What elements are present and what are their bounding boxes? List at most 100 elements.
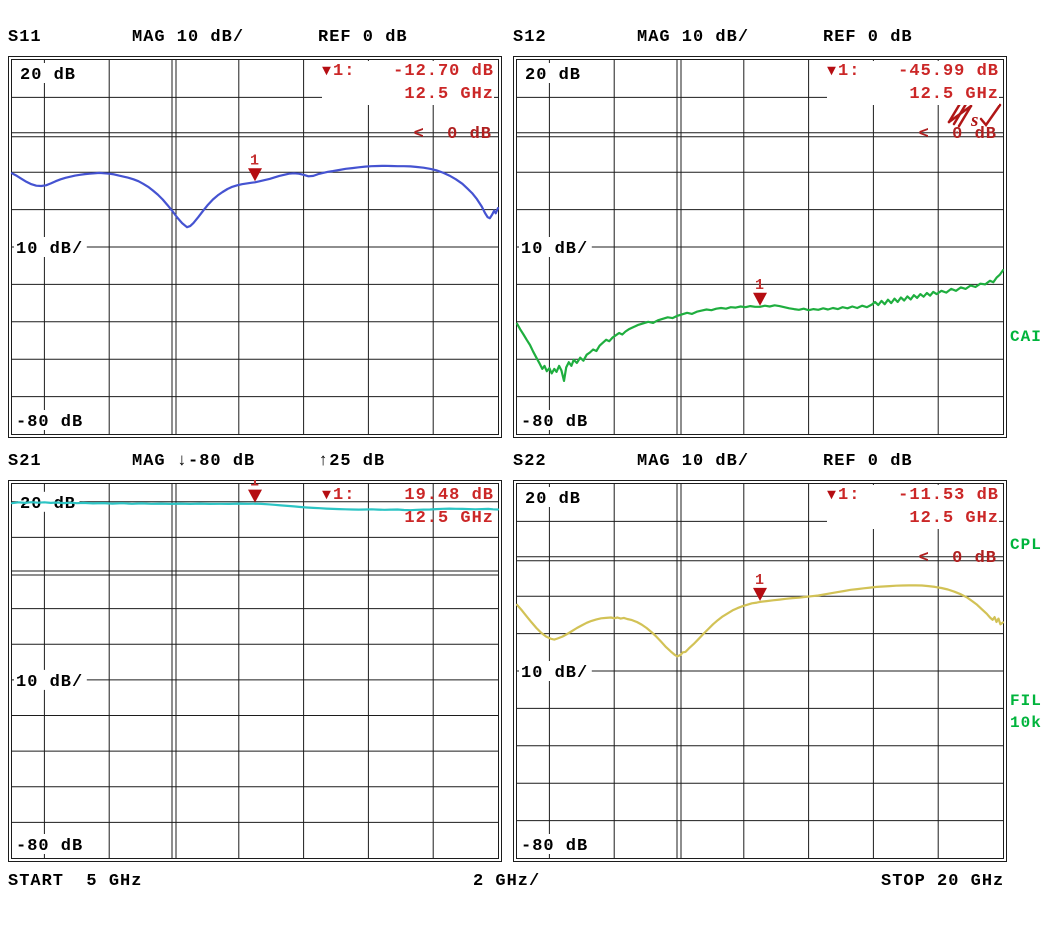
s21-marker-value: 19.48 dB: [404, 486, 494, 505]
s12-y-label-mid: 10 dB/: [519, 237, 592, 259]
marker-down-triangle-icon: ▼: [322, 487, 332, 504]
s11-marker-value: -12.70 dB: [393, 62, 494, 81]
s22-ref-label: REF 0 dB: [823, 452, 913, 471]
s22-y-label-mid: 10 dB/: [519, 661, 592, 683]
s22-plot: 20 dB 10 dB/ -80 dB 1: [513, 480, 1007, 862]
s11-y-label-mid: 10 dB/: [14, 237, 87, 259]
s22-graticule: [513, 480, 1007, 862]
s11-marker-readout-line1: ▼ 1: -12.70 dB: [322, 61, 494, 82]
s12-graticule: [513, 56, 1007, 438]
s21-ref-label: ↑25 dB: [318, 452, 386, 471]
s12-plot: 20 dB 10 dB/ -80 dB 1 s: [513, 56, 1007, 438]
s22-scale-label: MAG 10 dB/: [637, 452, 750, 471]
svg-text:1: 1: [755, 277, 764, 294]
svg-text:10 dB/: 10 dB/: [16, 673, 83, 692]
s12-y-label-bottom: -80 dB: [519, 410, 592, 432]
s21-title: S21: [8, 452, 42, 471]
svg-text:1: 1: [755, 572, 764, 589]
s22-y-label-bottom: -80 dB: [519, 834, 592, 856]
s12-channel-header: S12 MAG 10 dB/ REF 0 dB: [513, 28, 1007, 48]
s11-channel-header: S11 MAG 10 dB/ REF 0 dB: [8, 28, 502, 48]
marker-down-triangle-icon: ▼: [827, 63, 837, 80]
s11-reference-level-label: < 0 dB: [413, 124, 492, 144]
s11-marker-1: 1: [248, 152, 262, 182]
s12-marker-1: 1: [753, 277, 767, 306]
svg-text:10 dB/: 10 dB/: [16, 240, 83, 259]
s22-marker-readout-line1: ▼ 1: -11.53 dB: [827, 485, 999, 506]
s12-marker-readout: ▼ 1: -45.99 dB 12.5 GHz: [827, 61, 999, 105]
svg-text:-80 dB: -80 dB: [521, 413, 588, 432]
svg-text:1: 1: [250, 152, 259, 169]
svg-text:-80 dB: -80 dB: [16, 413, 83, 432]
status-cai-label: CAI: [1010, 328, 1042, 346]
svg-text:1: 1: [250, 480, 259, 491]
s21-marker-1: 1: [248, 480, 262, 503]
s11-marker-number: 1:: [333, 62, 356, 81]
status-cpl-label: CPL: [1010, 536, 1042, 554]
s12-marker-frequency: 12.5 GHz: [827, 82, 999, 105]
s22-marker-1: 1: [753, 572, 767, 601]
s22-marker-readout: ▼ 1: -11.53 dB 12.5 GHz: [827, 485, 999, 529]
svg-text:20 dB: 20 dB: [20, 66, 76, 85]
s12-scale-label: MAG 10 dB/: [637, 28, 750, 47]
svg-text:20 dB: 20 dB: [525, 490, 581, 509]
s12-marker-value: -45.99 dB: [898, 62, 999, 81]
sweep-per-div-label: 2 GHz/: [473, 872, 541, 891]
panel-s11: 20 dB 10 dB/ -80 dB 1 ▼ 1: -12.70 dB 12.5 GH…: [8, 56, 502, 438]
s12-marker-number: 1:: [838, 62, 861, 81]
svg-text:s: s: [970, 110, 978, 131]
s21-plot: 20 dB 10 dB/ -80 dB 1: [8, 480, 502, 862]
s22-y-label-top: 20 dB: [523, 487, 585, 509]
s11-marker-frequency: 12.5 GHz: [322, 82, 494, 105]
svg-text:-80 dB: -80 dB: [521, 837, 588, 856]
s21-marker-readout: ▼ 1: 19.48 dB 12.5 GHz: [322, 485, 494, 529]
s22-channel-header: S22 MAG 10 dB/ REF 0 dB: [513, 452, 1007, 472]
s12-ref-label: REF 0 dB: [823, 28, 913, 47]
s21-y-label-top: 20 dB: [18, 491, 80, 514]
trace-s22: [515, 584, 1005, 658]
s22-marker-value: -11.53 dB: [898, 486, 999, 505]
s22-marker-number: 1:: [838, 486, 861, 505]
s11-y-label-bottom: -80 dB: [14, 410, 87, 432]
svg-text:20 dB: 20 dB: [20, 495, 76, 514]
s21-marker-readout-line1: ▼ 1: 19.48 dB: [322, 485, 494, 506]
s21-marker-frequency: 12.5 GHz: [404, 509, 494, 528]
s11-marker-readout: ▼ 1: -12.70 dB 12.5 GHz: [322, 61, 494, 105]
marker-down-triangle-icon: ▼: [322, 63, 332, 80]
s11-title: S11: [8, 28, 42, 47]
s12-reference-level-label: < 0 dB: [918, 124, 997, 144]
s11-y-label-top: 20 dB: [18, 63, 80, 85]
panel-s21: 20 dB 10 dB/ -80 dB 1 ▼ 1: 19.48 dB 12.5 GHz: [8, 480, 502, 862]
sweep-stop-label: STOP 20 GHz: [881, 872, 1005, 891]
s21-y-label-bottom: -80 dB: [14, 834, 87, 856]
s22-reference-level-label: < 0 dB: [918, 548, 997, 568]
s11-plot: 20 dB 10 dB/ -80 dB 1: [8, 56, 502, 438]
svg-text:10 dB/: 10 dB/: [521, 240, 588, 259]
sweep-start-label: START 5 GHz: [8, 872, 143, 891]
trace-s11: [10, 164, 500, 229]
svg-text:-80 dB: -80 dB: [16, 837, 83, 856]
s12-title: S12: [513, 28, 547, 47]
s11-ref-label: REF 0 dB: [318, 28, 408, 47]
panel-s12: 20 dB 10 dB/ -80 dB 1 s ▼ 1: -45.99 dB 12.5 G…: [513, 56, 1007, 438]
trace-s21: [10, 501, 500, 512]
trace-s12: [515, 269, 1005, 382]
s12-marker-readout-line1: ▼ 1: -45.99 dB: [827, 61, 999, 82]
s11-graticule: [8, 56, 502, 438]
s12-y-label-top: 20 dB: [523, 63, 585, 85]
status-if-bandwidth-label: 10k: [1010, 714, 1042, 732]
s21-y-label-mid: 10 dB/: [14, 669, 87, 692]
status-fil-label: FIL: [1010, 692, 1042, 710]
s21-marker-number: 1:: [333, 486, 356, 505]
s11-scale-label: MAG 10 dB/: [132, 28, 245, 47]
smoothing-annotation-glyph: s: [947, 100, 1002, 131]
svg-text:10 dB/: 10 dB/: [521, 664, 588, 683]
marker-down-triangle-icon: ▼: [827, 487, 837, 504]
s21-channel-header: S21 MAG ↓-80 dB ↑25 dB: [8, 452, 502, 472]
svg-text:20 dB: 20 dB: [525, 66, 581, 85]
s21-scale-label: MAG ↓-80 dB: [132, 452, 256, 471]
s21-graticule: [8, 480, 502, 862]
panel-s22: 20 dB 10 dB/ -80 dB 1 ▼ 1: -11.53 dB 12.5 GH…: [513, 480, 1007, 862]
s22-marker-frequency: 12.5 GHz: [827, 506, 999, 529]
